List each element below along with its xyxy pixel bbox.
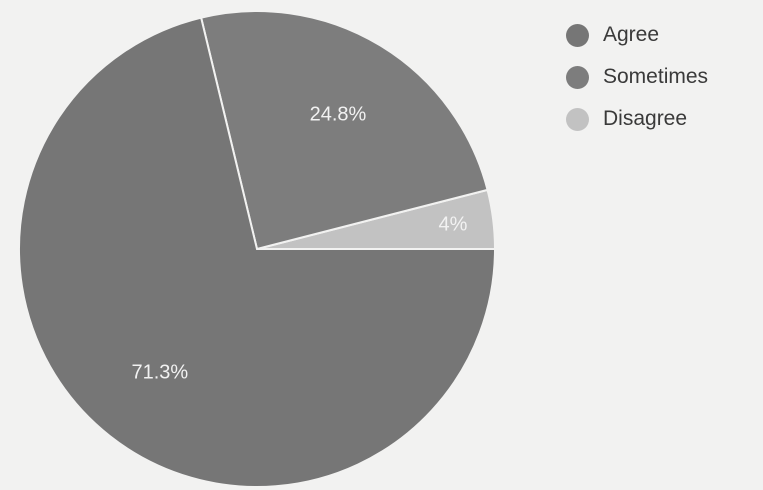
slice-label-sometimes: 24.8% <box>310 103 367 125</box>
slice-label-disagree: 4% <box>439 213 468 235</box>
slice-agree[interactable] <box>18 16 497 488</box>
legend-item-disagree[interactable]: Disagree <box>566 98 708 140</box>
legend-item-agree[interactable]: Agree <box>566 14 708 56</box>
legend-swatch-disagree <box>566 107 589 131</box>
legend-swatch-sometimes <box>566 65 589 89</box>
legend-label-agree: Agree <box>603 23 660 46</box>
slice-label-agree: 71.3% <box>131 361 188 383</box>
legend-label-sometimes: Sometimes <box>603 65 709 88</box>
slice-sometimes[interactable] <box>199 10 489 251</box>
legend-label-disagree: Disagree <box>603 107 688 130</box>
chart-legend: Agree Sometimes Disagree <box>566 14 708 140</box>
legend-swatch-agree <box>566 23 589 47</box>
legend-item-sometimes[interactable]: Sometimes <box>566 56 708 98</box>
